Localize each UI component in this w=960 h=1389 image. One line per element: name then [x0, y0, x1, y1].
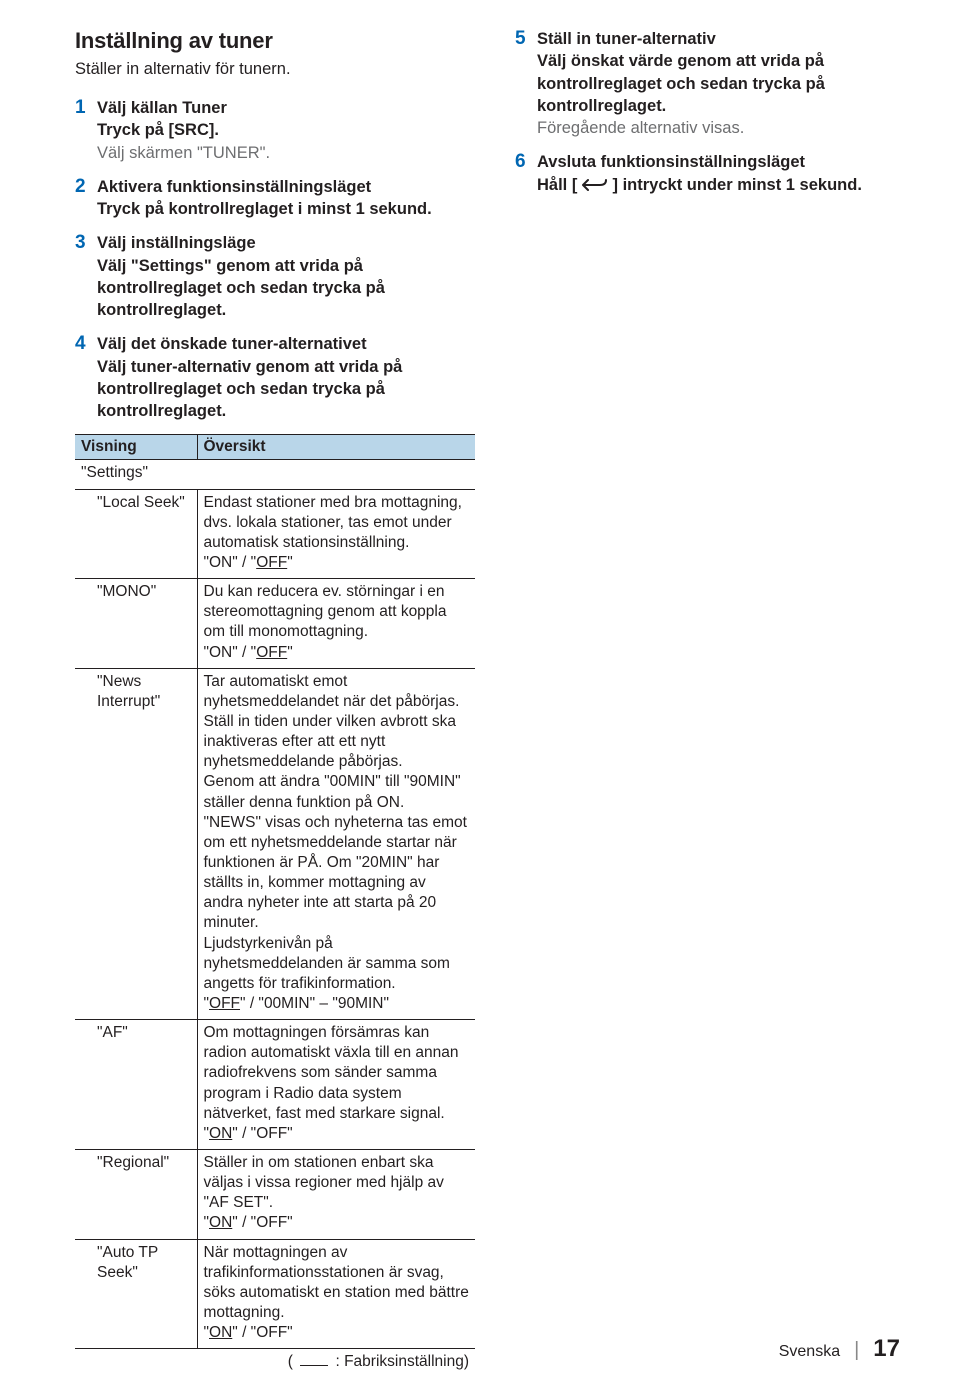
table-cell-name: "News Interrupt" [75, 668, 197, 1019]
footer-divider: | [854, 1339, 859, 1362]
table-group-cell: "Settings" [75, 460, 475, 489]
table-cell-desc: Om mottagningen försämras kan radion aut… [197, 1020, 475, 1150]
step-line: Tryck på [SRC]. [97, 119, 475, 141]
step: 5Ställ in tuner-alternativVälj önskat vä… [515, 28, 900, 139]
step: 3Välj inställningslägeVälj "Settings" ge… [75, 232, 475, 321]
step-line: Välj "Settings" genom att vrida på kontr… [97, 255, 475, 322]
step-heading: Välj det önskade tuner-alternativet [97, 333, 475, 355]
page-footer: Svenska | 17 [779, 1335, 900, 1363]
step-heading: Aktivera funktionsinställningsläget [97, 176, 475, 198]
footer-language: Svenska [779, 1343, 840, 1361]
table-header-visning: Visning [75, 435, 197, 460]
step-heading: Avsluta funktionsinställningsläget [537, 151, 900, 173]
step-heading: Välj inställningsläge [97, 232, 475, 254]
table-cell-desc: Tar automatiskt emot nyhetsmeddelandet n… [197, 668, 475, 1019]
table-cell-desc: Endast stationer med bra mottagning, dvs… [197, 489, 475, 579]
footer-page-number: 17 [873, 1335, 900, 1363]
step: 4Välj det önskade tuner-alternativetVälj… [75, 333, 475, 422]
table-legend: ( : Fabriksinställning) [75, 1349, 475, 1371]
settings-table: Visning Översikt "Settings""Local Seek"E… [75, 434, 475, 1349]
step-line: Tryck på kontrollreglaget i minst 1 seku… [97, 198, 475, 220]
step: 1Välj källan TunerTryck på [SRC].Välj sk… [75, 97, 475, 164]
step-line: Välj tuner-alternativ genom att vrida på… [97, 356, 475, 423]
table-cell-desc: När mottagningen av trafikinformationsst… [197, 1239, 475, 1349]
table-group-row: "Settings" [75, 460, 475, 489]
step-number: 6 [515, 151, 537, 196]
step-number: 1 [75, 97, 97, 164]
table-row: "Local Seek"Endast stationer med bra mot… [75, 489, 475, 579]
table-row: "MONO"Du kan reducera ev. störningar i e… [75, 579, 475, 669]
step: 2Aktivera funktionsinställningslägetTryc… [75, 176, 475, 221]
table-row: "AF"Om mottagningen försämras kan radion… [75, 1020, 475, 1150]
table-cell-name: "AF" [75, 1020, 197, 1150]
table-cell-name: "Regional" [75, 1149, 197, 1239]
step-number: 5 [515, 28, 537, 139]
step-number: 4 [75, 333, 97, 422]
table-cell-name: "MONO" [75, 579, 197, 669]
table-cell-desc: Ställer in om stationen enbart ska välja… [197, 1149, 475, 1239]
step-note: Välj skärmen "TUNER". [97, 142, 475, 164]
table-header-oversikt: Översikt [197, 435, 475, 460]
section-title: Inställning av tuner [75, 28, 475, 54]
table-cell-name: "Local Seek" [75, 489, 197, 579]
table-cell-desc: Du kan reducera ev. störningar i en ster… [197, 579, 475, 669]
table-row: "News Interrupt"Tar automatiskt emot nyh… [75, 668, 475, 1019]
section-subtitle: Ställer in alternativ för tunern. [75, 60, 475, 79]
step-number: 3 [75, 232, 97, 321]
back-icon [582, 176, 608, 194]
table-row: "Regional"Ställer in om stationen enbart… [75, 1149, 475, 1239]
table-cell-name: "Auto TP Seek" [75, 1239, 197, 1349]
step-line: Välj önskat värde genom att vrida på kon… [537, 50, 900, 117]
step-line: Håll [ ] intryckt under minst 1 sekund. [537, 174, 900, 196]
step-heading: Välj källan Tuner [97, 97, 475, 119]
step-note: Föregående alternativ visas. [537, 117, 900, 139]
table-row: "Auto TP Seek"När mottagningen av trafik… [75, 1239, 475, 1349]
step-heading: Ställ in tuner-alternativ [537, 28, 900, 50]
step-number: 2 [75, 176, 97, 221]
step: 6Avsluta funktionsinställningslägetHåll … [515, 151, 900, 196]
